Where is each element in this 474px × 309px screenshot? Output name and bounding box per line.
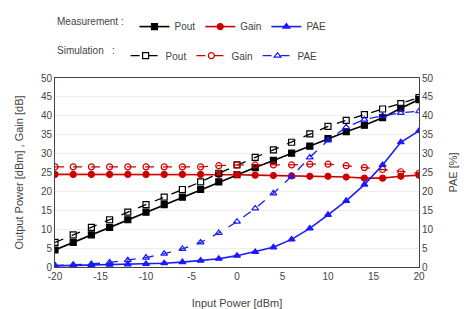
- svg-text:-10: -10: [139, 271, 154, 282]
- svg-text:50: 50: [41, 73, 53, 84]
- svg-text:20: 20: [422, 186, 434, 197]
- svg-text:35: 35: [41, 129, 53, 140]
- svg-text:Pout: Pout: [174, 21, 195, 32]
- svg-text:15: 15: [41, 205, 53, 216]
- svg-text:40: 40: [422, 110, 434, 121]
- svg-text:25: 25: [422, 167, 434, 178]
- svg-text:45: 45: [41, 91, 53, 102]
- svg-text:35: 35: [422, 129, 434, 140]
- svg-text:10: 10: [322, 271, 334, 282]
- svg-text:5: 5: [46, 243, 52, 254]
- svg-text:Pout: Pout: [166, 51, 187, 62]
- svg-text:50: 50: [422, 73, 434, 84]
- svg-text:30: 30: [422, 148, 434, 159]
- svg-text:20: 20: [413, 271, 425, 282]
- svg-text:5: 5: [280, 271, 286, 282]
- svg-text:PAE: PAE: [298, 51, 318, 62]
- svg-text:30: 30: [41, 148, 53, 159]
- svg-text:-15: -15: [93, 271, 108, 282]
- svg-text:Simulation :: Simulation :: [57, 45, 118, 56]
- svg-text:-20: -20: [48, 271, 63, 282]
- svg-text:40: 40: [41, 110, 53, 121]
- svg-text:5: 5: [422, 243, 428, 254]
- svg-text:0: 0: [422, 262, 428, 273]
- svg-text:20: 20: [41, 186, 53, 197]
- svg-text:Output Power [dBm] , Gain [dB]: Output Power [dBm] , Gain [dB]: [13, 95, 25, 249]
- svg-text:10: 10: [422, 224, 434, 235]
- svg-text:-5: -5: [187, 271, 196, 282]
- svg-text:Measurement :: Measurement :: [57, 16, 126, 27]
- svg-text:PAE [%]: PAE [%]: [447, 152, 459, 192]
- svg-text:0: 0: [234, 271, 240, 282]
- svg-text:PAE: PAE: [306, 21, 326, 32]
- svg-text:45: 45: [422, 91, 434, 102]
- svg-text:Gain: Gain: [231, 51, 252, 62]
- svg-text:25: 25: [41, 167, 53, 178]
- svg-text:10: 10: [41, 224, 53, 235]
- svg-text:Input Power [dBm]: Input Power [dBm]: [192, 297, 283, 309]
- svg-text:Gain: Gain: [240, 21, 261, 32]
- svg-text:15: 15: [368, 271, 380, 282]
- svg-text:0: 0: [46, 262, 52, 273]
- svg-text:15: 15: [422, 205, 434, 216]
